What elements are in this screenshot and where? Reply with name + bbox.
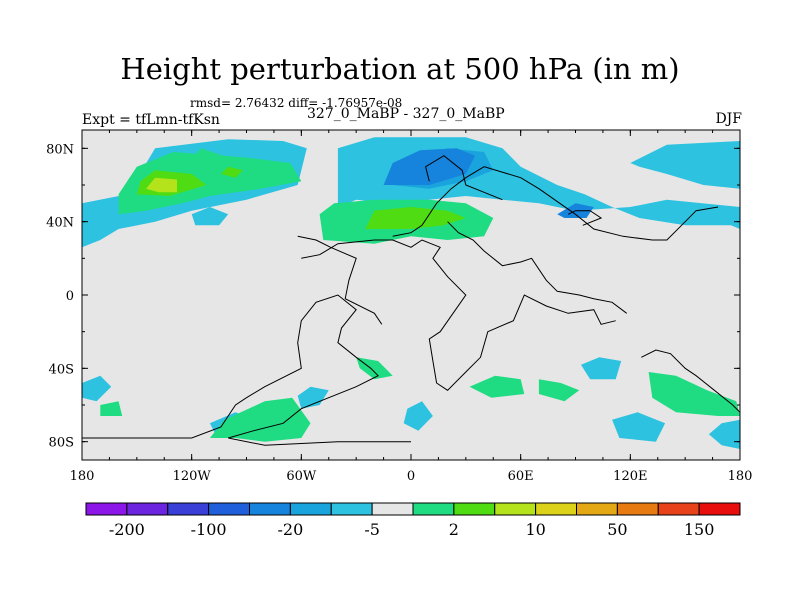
contour-region-7 [82, 375, 112, 402]
experiment-label: Expt = tfLmn-tfKsn [82, 112, 220, 128]
coastline-3 [392, 166, 719, 241]
colorbar-swatch [535, 502, 577, 516]
y-tick-label: 40N [46, 216, 74, 231]
contour-region-16 [100, 401, 123, 416]
colorbar-swatch [249, 502, 291, 516]
coastline-0 [82, 294, 411, 446]
coastline-6 [425, 155, 503, 201]
coastline-2 [301, 239, 616, 391]
colorbar-swatch [167, 502, 210, 516]
contour-fill-layer [82, 137, 740, 449]
colorbar-label: -100 [191, 520, 227, 539]
colorbar-swatch [208, 502, 250, 516]
coastline-7 [567, 210, 603, 226]
colorbar-swatch [494, 502, 537, 516]
contour-region-4 [630, 141, 740, 189]
x-tick-label: 180 [728, 469, 753, 484]
colorbar-label: 50 [607, 520, 627, 539]
colorbar-swatch [412, 502, 455, 516]
colorbar-label: -5 [364, 520, 380, 539]
contour-region-25 [146, 177, 177, 193]
contour-region-9 [612, 412, 666, 442]
colorbar-swatch [85, 502, 128, 516]
coastline-5 [641, 349, 740, 413]
y-tick-label: 80S [49, 436, 74, 451]
colorbar-label: 10 [525, 520, 545, 539]
contour-region-24 [220, 166, 243, 178]
contour-region-20 [648, 372, 740, 416]
contour-region-21 [191, 148, 229, 163]
colorbar-swatch [330, 502, 373, 516]
x-tick-label: 120E [613, 469, 647, 484]
contour-region-11 [708, 419, 740, 449]
chart-title: Height perturbation at 500 hPa (in m) [120, 52, 680, 86]
coastline-4 [447, 221, 628, 314]
contour-region-23 [365, 207, 466, 229]
colorbar-label: -20 [277, 520, 303, 539]
contour-region-18 [469, 375, 525, 398]
coastline-layer [82, 155, 740, 446]
contour-region-15 [209, 397, 311, 442]
x-tick-label: 180 [70, 469, 95, 484]
y-tick-label: 80N [46, 142, 74, 157]
contour-region-17 [356, 357, 393, 380]
colorbar-swatch [126, 502, 169, 516]
colorbar-swatch [657, 502, 700, 516]
x-tick-label: 60W [286, 469, 317, 484]
run-comparison-label: 327_0_MaBP - 327_0_MaBP [307, 106, 505, 122]
coastline-1 [297, 235, 383, 325]
colorbar-swatch [289, 502, 332, 516]
x-tick-label: 60E [508, 469, 534, 484]
contour-region-1 [82, 214, 119, 248]
x-tick-label: 0 [407, 469, 415, 484]
colorbar-swatch [576, 502, 618, 516]
axis-ticks: 180 120W 60W 0 60E 120E 180 80N 40N 0 40S 80S [46, 130, 752, 484]
colorbar-swatch [616, 502, 659, 516]
contour-region-19 [538, 379, 580, 402]
colorbar-label: 2 [449, 520, 459, 539]
y-tick-label: 0 [66, 289, 74, 304]
contour-region-2 [191, 207, 229, 226]
contour-region-5 [297, 386, 329, 409]
contour-region-26 [383, 148, 475, 185]
colorbar-label: 150 [684, 520, 715, 539]
colorbar-swatch [698, 502, 741, 516]
colorbar: -200 -100 -20 -5 2 10 50 150 [85, 502, 741, 539]
contour-region-13 [118, 152, 302, 215]
x-tick-label: 120W [173, 469, 212, 484]
season-label: DJF [715, 111, 742, 127]
contour-region-8 [403, 401, 433, 431]
colorbar-swatch [453, 502, 496, 516]
colorbar-label: -200 [109, 520, 145, 539]
y-tick-label: 40S [49, 362, 74, 377]
colorbar-swatch [371, 502, 414, 516]
rmsd-stats: rmsd= 2.76432 diff= -1.76957e-08 [190, 96, 403, 110]
contour-region-6 [581, 357, 622, 380]
